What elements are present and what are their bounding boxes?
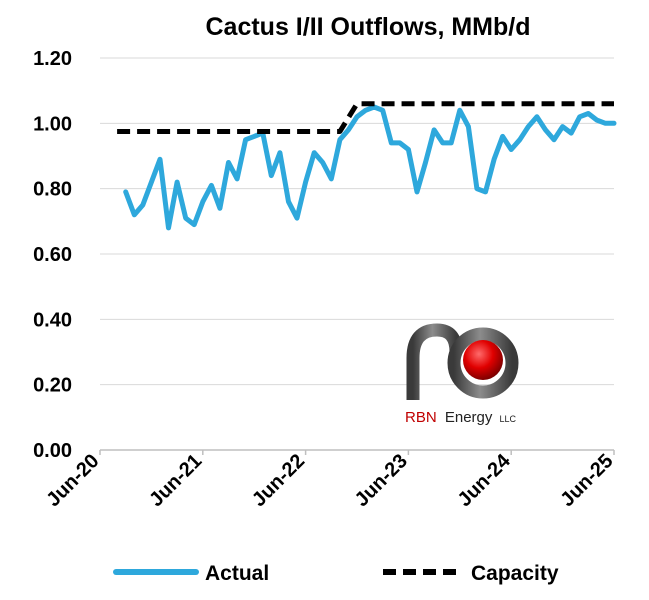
y-tick-label: 0.20 xyxy=(33,375,72,397)
x-tick-label: Jun-22 xyxy=(248,450,309,511)
x-tick-label: Jun-23 xyxy=(351,450,412,511)
rbn-energy-logo: RBN Energy LLC xyxy=(405,296,519,426)
logo-text-energy: Energy xyxy=(445,409,493,426)
y-tick-label: 0.40 xyxy=(33,309,72,331)
series xyxy=(117,101,617,231)
chart-title: Cactus I/II Outflows, MMb/d xyxy=(206,13,531,41)
logo-text-llc: LLC xyxy=(500,414,517,424)
y-tick-label: 0.80 xyxy=(33,179,72,201)
x-tick-label: Jun-21 xyxy=(145,450,206,511)
x-axis-ticks: Jun-20 Jun-21 Jun-22 Jun-23 Jun-24 Jun-25 xyxy=(42,449,617,511)
logo-text-rbn: RBN xyxy=(405,409,437,426)
y-tick-label: 1.00 xyxy=(33,113,72,135)
series-line-actual xyxy=(123,104,617,231)
legend: Actual Capacity xyxy=(113,562,559,585)
legend-label-capacity: Capacity xyxy=(471,562,559,585)
svg-text:RBN Energy LLC: RBN Energy LLC xyxy=(405,409,517,426)
y-tick-label: 1.20 xyxy=(33,48,72,70)
series-line-capacity xyxy=(117,101,614,134)
x-tick-label: Jun-25 xyxy=(556,450,617,511)
x-tick-label: Jun-24 xyxy=(454,449,516,511)
y-axis-ticks: 0.00 0.20 0.40 0.60 0.80 1.00 1.20 xyxy=(33,48,72,462)
y-tick-label: 0.00 xyxy=(33,440,72,462)
gridlines xyxy=(100,57,614,386)
y-tick-label: 0.60 xyxy=(33,244,72,266)
legend-label-actual: Actual xyxy=(205,562,269,585)
